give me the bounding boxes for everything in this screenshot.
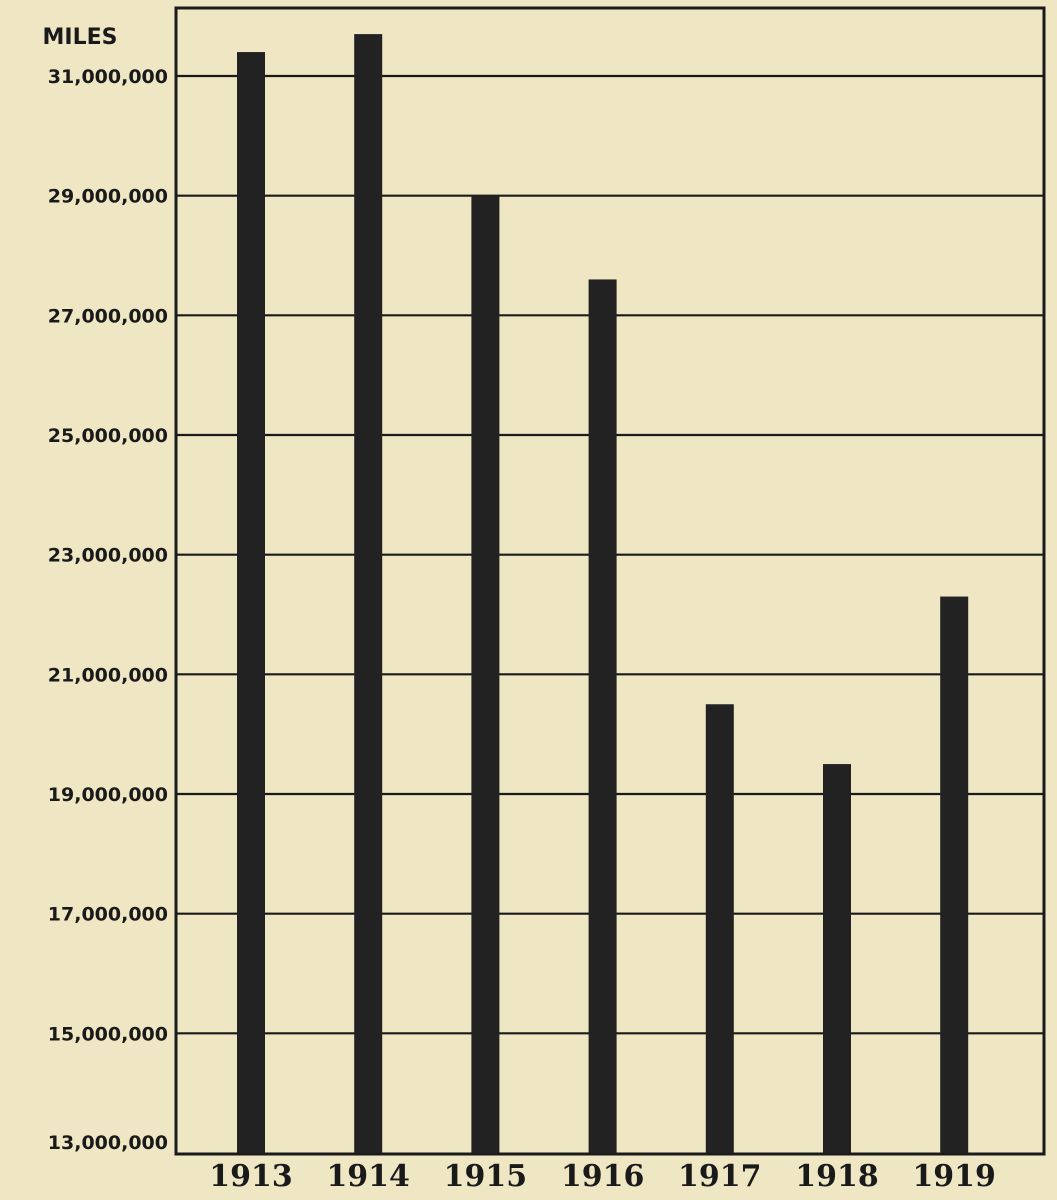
bars <box>237 34 969 1154</box>
y-tick-label: 19,000,000 <box>48 784 168 806</box>
x-tick-label: 1915 <box>444 1159 528 1194</box>
y-tick-label: 25,000,000 <box>48 425 168 447</box>
y-tick-label: 29,000,000 <box>48 186 168 208</box>
bar <box>940 596 969 1153</box>
x-tick-label: 1919 <box>912 1159 996 1194</box>
x-tick-labels: 1913 1914 1915 1916 1917 1918 1919 <box>209 1159 996 1194</box>
bar <box>354 34 383 1153</box>
y-tick-label: 31,000,000 <box>48 66 168 88</box>
x-tick-label: 1914 <box>326 1159 410 1194</box>
y-tick-label: 21,000,000 <box>48 664 168 686</box>
bar <box>588 279 617 1153</box>
x-tick-label: 1916 <box>561 1159 645 1194</box>
bar <box>823 764 851 1153</box>
x-tick-label: 1913 <box>209 1159 293 1194</box>
y-tick-labels: 13,000,000 15,000,000 17,000,000 19,000,000… <box>48 66 168 1154</box>
y-tick-label: 17,000,000 <box>48 904 168 926</box>
y-tick-label: 27,000,000 <box>48 305 168 327</box>
x-tick-label: 1917 <box>678 1159 762 1194</box>
bar <box>471 195 500 1153</box>
y-tick-label: 13,000,000 <box>48 1132 168 1154</box>
plot-frame <box>174 6 1046 1156</box>
bar <box>705 704 734 1153</box>
y-tick-label: 23,000,000 <box>48 545 168 567</box>
x-tick-label: 1918 <box>795 1159 879 1194</box>
y-tick-label: 15,000,000 <box>48 1023 168 1045</box>
gridlines <box>176 74 1044 1035</box>
bar <box>237 52 265 1154</box>
y-axis-unit-label: MILES <box>43 25 118 50</box>
